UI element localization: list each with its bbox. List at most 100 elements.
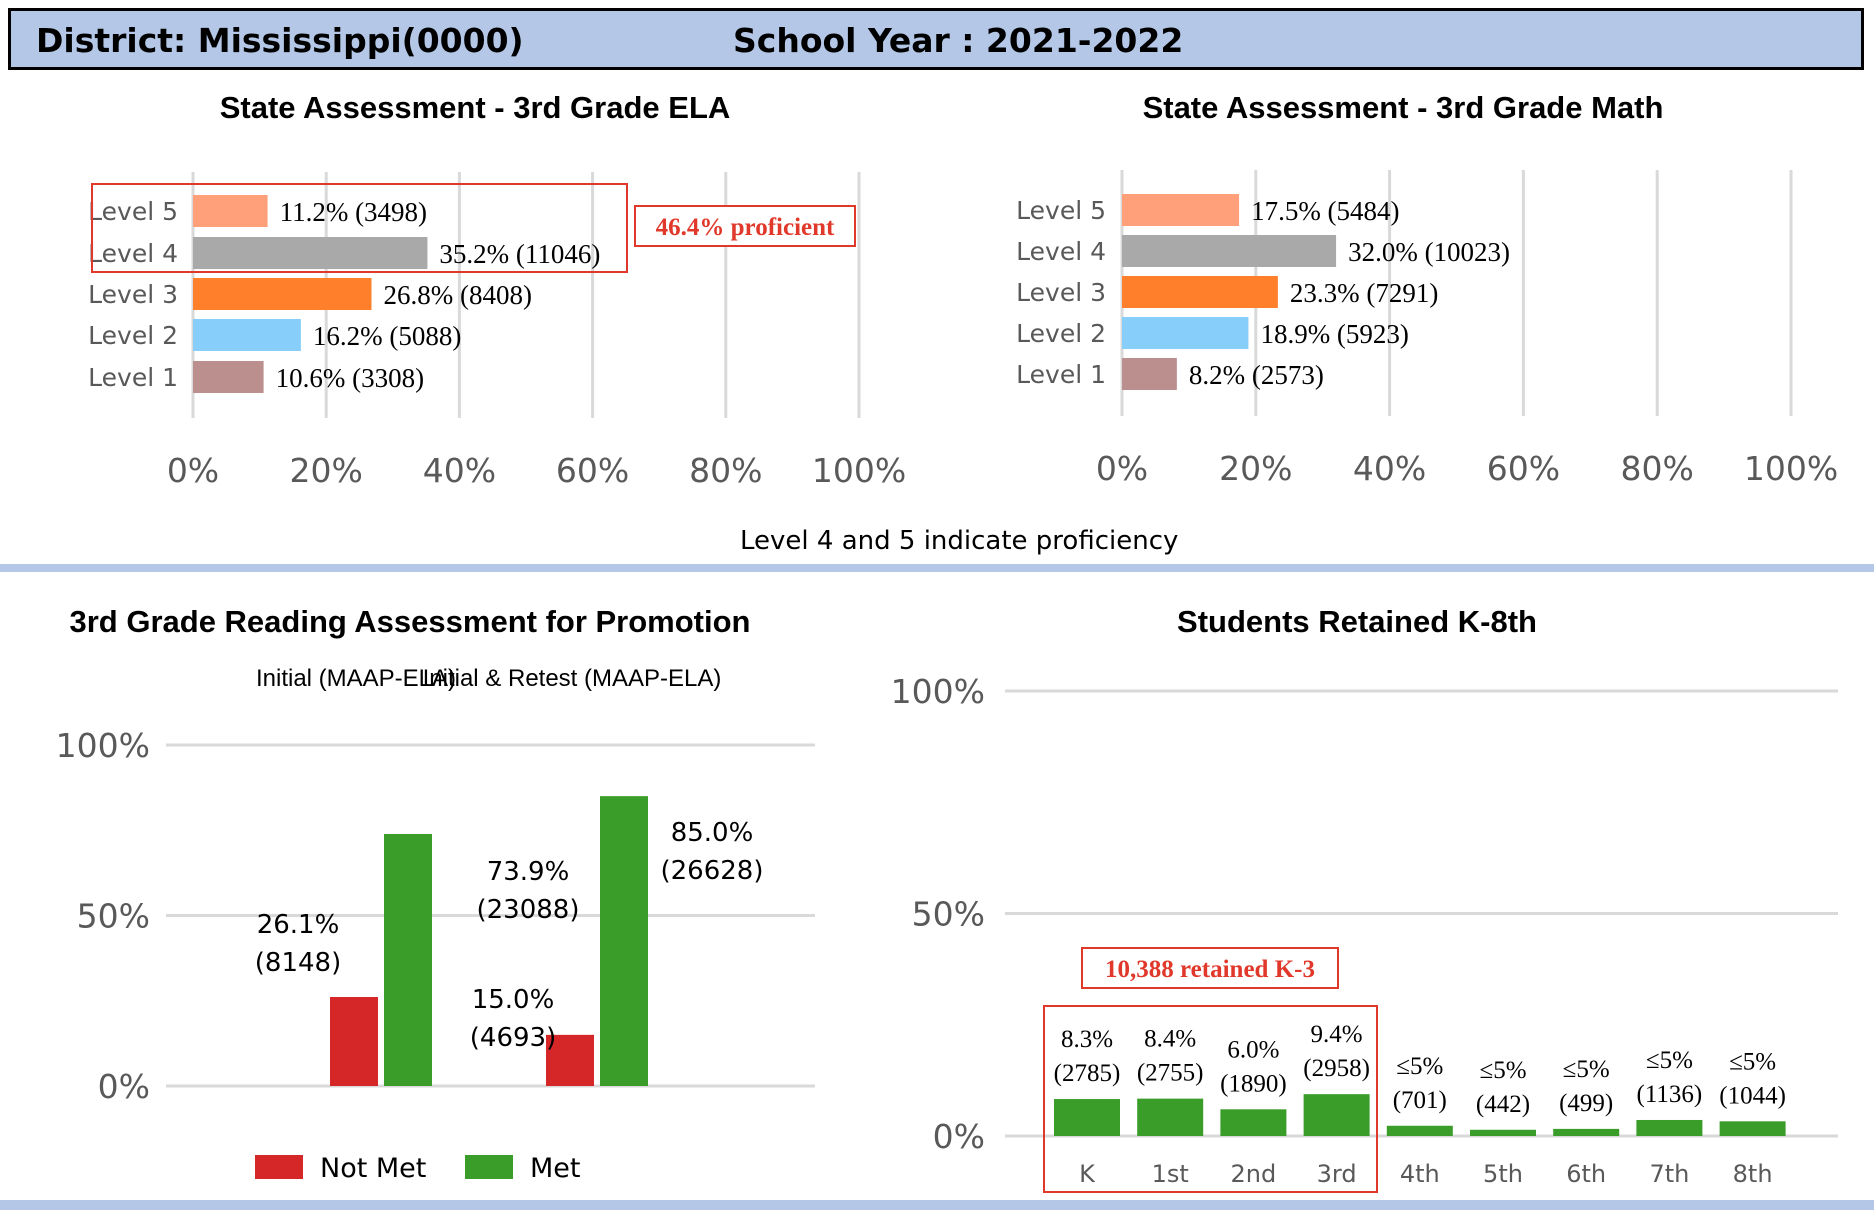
math-x-tick: 40% [1353,449,1426,488]
retained-data-label: (1890) [1220,1070,1287,1097]
retained-data-label: (442) [1476,1091,1530,1118]
legend-not-met-label: Not Met [320,1153,426,1184]
retained-data-label: ≤5% [1646,1047,1693,1074]
promotion-y-tick: 50% [77,897,150,936]
math-bar [1122,358,1177,390]
ela-x-tick: 100% [812,451,906,490]
retained-data-label: 8.3% [1061,1026,1113,1053]
retained-category-label: 2nd [1231,1160,1277,1188]
promotion-data-label: 85.0% [671,818,754,848]
retained-data-label: 9.4% [1311,1021,1363,1048]
ela-x-tick: 80% [689,451,762,490]
ela-callout-box [634,205,856,247]
retained-category-label: 7th [1649,1160,1689,1188]
school-year-label: School Year : 2021-2022 [733,21,1184,60]
ela-bar [193,361,264,393]
retained-data-label: ≤5% [1479,1057,1526,1084]
promotion-category-label: Initial (MAAP-ELA) [256,665,456,692]
promotion-y-tick: 0% [98,1067,150,1106]
retained-data-label: (1044) [1719,1082,1786,1109]
math-data-label: 32.0% (10023) [1348,237,1510,267]
retained-category-label: 4th [1400,1160,1440,1188]
retained-bar [1470,1129,1536,1136]
ela-category-label: Level 2 [88,321,178,350]
ela-category-label: Level 4 [88,239,178,268]
retained-data-label: 6.0% [1227,1036,1279,1063]
ela-x-tick: 60% [556,451,629,490]
retained-data-label: ≤5% [1396,1053,1443,1080]
math-x-tick: 60% [1487,449,1560,488]
ela-bar [193,278,372,310]
retained-y-tick: 100% [891,672,985,711]
promotion-data-label: 73.9% [487,857,570,887]
math-x-tick: 20% [1219,449,1292,488]
promotion-bar [600,796,648,1086]
bottom-divider [0,1200,1874,1210]
ela-category-label: Level 3 [88,280,178,309]
ela-chart-title: State Assessment - 3rd Grade ELA [219,90,731,125]
ela-category-label: Level 1 [88,363,178,392]
retained-data-label: (2755) [1137,1060,1204,1087]
promotion-bar [546,1034,594,1086]
ela-x-tick: 20% [290,451,363,490]
ela-bar [193,237,428,269]
promotion-bar [330,996,378,1086]
ela-x-tick: 0% [167,451,219,490]
retained-bar [1553,1128,1620,1136]
promotion-data-label: 15.0% [472,985,555,1015]
retained-category-label: 8th [1733,1160,1773,1188]
retained-bar [1303,1094,1370,1136]
header-bar: District: Mississippi(0000) School Year … [8,8,1864,70]
ela-bar [193,319,301,351]
math-x-tick: 80% [1621,449,1694,488]
district-label: District: Mississippi(0000) [36,21,524,60]
retained-data-label: (701) [1393,1087,1447,1114]
promotion-data-label: (26628) [661,856,764,886]
retained-chart-title: Students Retained K-8th [1177,604,1537,639]
math-bar [1122,194,1240,226]
math-category-label: Level 5 [1016,196,1106,225]
promotion-y-tick: 100% [56,726,150,765]
retained-category-label: K [1079,1160,1096,1188]
retained-bar [1636,1119,1703,1136]
retained-data-label: ≤5% [1563,1056,1610,1083]
retained-data-label: (1136) [1637,1081,1703,1108]
ela-data-label: 16.2% (5088) [313,321,461,351]
ela-category-label: Level 5 [88,197,178,226]
math-bar [1122,276,1278,308]
retained-y-tick: 50% [912,895,985,934]
retained-bar [1220,1109,1287,1136]
retained-category-label: 5th [1483,1160,1523,1188]
math-data-label: 17.5% (5484) [1251,196,1399,226]
retained-category-label: 1st [1152,1160,1189,1188]
math-category-label: Level 4 [1016,237,1106,266]
legend-not-met-swatch [255,1155,303,1179]
retained-bar [1054,1099,1120,1136]
promotion-bar [384,834,432,1086]
retained-y-tick: 0% [933,1117,985,1156]
retained-bar [1386,1125,1453,1136]
retained-data-label: (2785) [1054,1060,1121,1087]
ela-data-label: 11.2% (3498) [280,197,427,227]
retained-data-label: (499) [1559,1090,1613,1117]
ela-x-tick: 40% [423,451,496,490]
retained-bar [1137,1098,1204,1136]
math-category-label: Level 1 [1016,360,1106,389]
math-category-label: Level 2 [1016,319,1106,348]
ela-bar [193,195,268,227]
math-data-label: 8.2% (2573) [1189,360,1324,390]
promotion-chart-title: 3rd Grade Reading Assessment for Promoti… [69,604,751,639]
retained-bar [1719,1121,1786,1136]
retained-k3-box [1043,1005,1378,1193]
promotion-category-label: Initial & Retest (MAAP-ELA) [423,665,722,692]
retained-callout-text: 10,388 retained K-3 [1105,956,1315,983]
math-chart-title: State Assessment - 3rd Grade Math [1142,90,1664,125]
ela-data-label: 35.2% (11046) [439,239,600,269]
retained-category-label: 6th [1566,1160,1606,1188]
retained-callout-box [1081,947,1339,989]
retained-data-label: 8.4% [1144,1026,1196,1053]
retained-category-label: 3rd [1317,1160,1357,1188]
math-bar [1122,235,1337,267]
legend-met-label: Met [530,1153,581,1184]
